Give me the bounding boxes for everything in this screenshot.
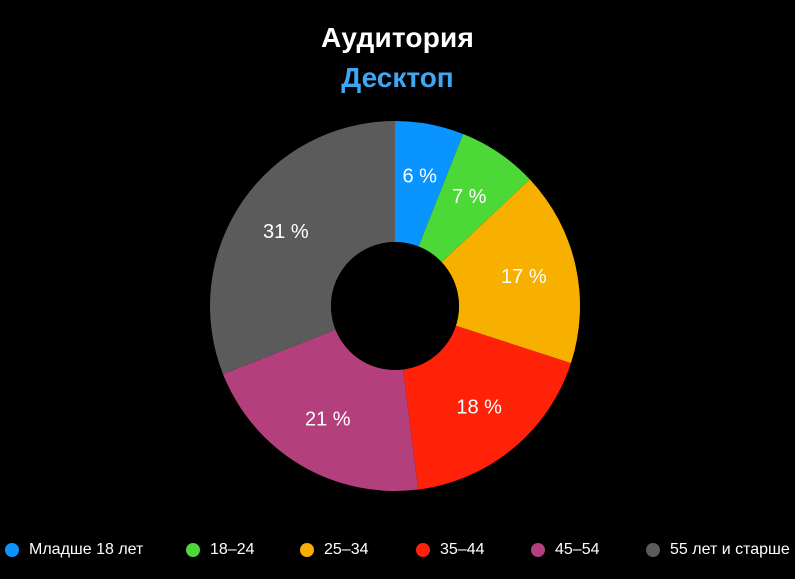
slice-4 — [222, 329, 419, 492]
slice-label-4: 21 % — [305, 409, 351, 431]
donut-hole — [331, 242, 459, 370]
legend-label: 25–34 — [324, 541, 369, 558]
slice-label-5: 31 % — [263, 221, 309, 243]
legend-item-under-18: Младше 18 лет — [5, 537, 143, 563]
legend-swatch — [300, 543, 314, 557]
legend-item-35-44: 35–44 — [416, 537, 485, 563]
legend-label: 18–24 — [210, 541, 255, 558]
legend-label: Младше 18 лет — [29, 541, 144, 558]
legend-swatch — [531, 543, 545, 557]
legend-item-55-plus: 55 лет и старше — [646, 537, 790, 563]
slice-label-2: 17 % — [501, 266, 547, 288]
legend-label: 35–44 — [440, 541, 485, 558]
legend-label: 55 лет и старше — [670, 541, 790, 558]
slice-0 — [395, 121, 464, 247]
legend-swatch — [646, 543, 660, 557]
slice-3 — [403, 325, 571, 490]
legend-swatch — [416, 543, 430, 557]
slice-5 — [209, 121, 395, 375]
slice-1 — [418, 133, 530, 263]
chart-legend: Младше 18 лет 18–24 25–34 35–44 45–54 55… — [0, 537, 795, 563]
legend-item-45-54: 45–54 — [531, 537, 600, 563]
slice-label-1: 7 % — [452, 186, 487, 208]
legend-swatch — [5, 543, 19, 557]
slice-2 — [441, 179, 580, 364]
chart-subtitle: Десктоп — [341, 62, 454, 93]
chart-title: Аудитория — [321, 22, 474, 53]
legend-label: 45–54 — [555, 541, 600, 558]
legend-item-25-34: 25–34 — [300, 537, 369, 563]
slice-label-3: 18 % — [456, 397, 502, 419]
slice-label-0: 6 % — [402, 165, 437, 187]
legend-swatch — [186, 543, 200, 557]
legend-item-18-24: 18–24 — [186, 537, 255, 563]
